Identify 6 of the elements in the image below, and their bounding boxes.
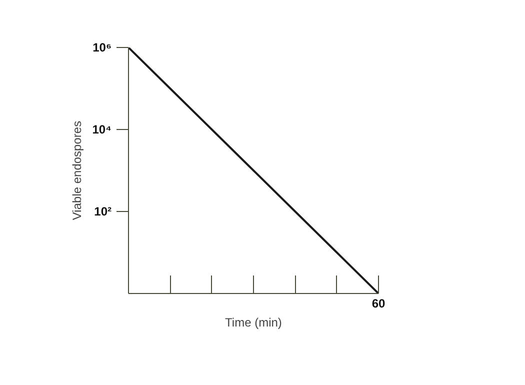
y-tick-label: 10⁶ [92,40,112,54]
y-tick-label: 10² [94,204,112,218]
y-tick-label: 10⁴ [92,122,112,136]
x-axis-title: Time (min) [225,316,282,330]
x-tick-label: 60 [372,296,386,310]
y-axis-title: Viable endospores [70,120,84,220]
